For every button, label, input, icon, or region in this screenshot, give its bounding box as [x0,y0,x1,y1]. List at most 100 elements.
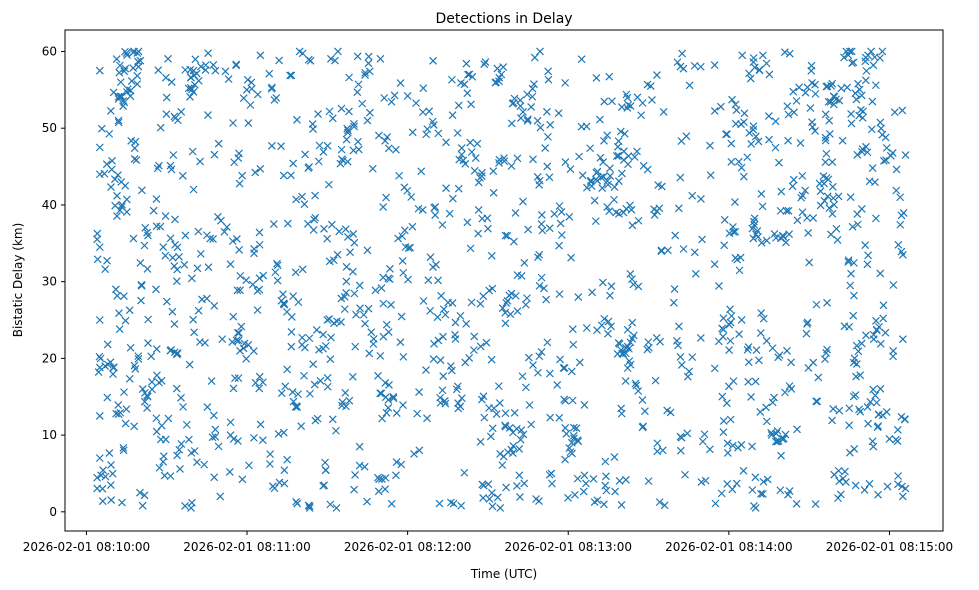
data-point [900,415,909,424]
data-point [598,184,607,192]
data-point [821,355,829,364]
data-point [301,150,309,159]
data-point [629,280,638,289]
data-point [231,374,239,383]
data-point [279,171,288,180]
x-tick-label: 2026-02-01 08:13:00 [505,540,632,554]
data-point [771,143,780,152]
data-point [137,186,146,195]
data-point [728,441,737,450]
data-point [242,354,251,363]
data-point [828,416,837,425]
data-point [374,487,383,496]
x-tick-label: 2026-02-01 08:15:00 [826,540,953,554]
data-point [595,115,604,124]
data-point [883,482,892,491]
data-point [206,234,215,243]
data-point [725,229,734,238]
data-point [255,372,264,381]
data-point [901,484,910,493]
data-point [823,82,832,91]
data-point [578,171,587,180]
data-point [515,471,524,480]
data-point [718,392,727,401]
data-point [399,401,407,409]
data-point [511,291,520,300]
data-point [392,458,401,467]
data-point [341,388,350,397]
data-point [749,234,758,243]
data-point [253,287,262,295]
data-point [114,401,123,409]
data-point [186,92,194,101]
data-point [714,281,723,290]
data-point [527,420,536,429]
data-point [204,49,213,58]
data-point [550,210,559,218]
data-point [378,414,386,423]
data-point [442,184,450,193]
data-point [355,281,364,290]
data-point [462,59,471,68]
data-point [371,286,380,295]
data-point [850,291,858,300]
data-point [356,304,364,313]
data-point [115,325,124,334]
data-point [533,173,542,181]
data-point [862,66,871,75]
data-point [755,356,763,365]
data-point [442,138,450,147]
data-point [519,108,527,116]
data-point [507,445,516,454]
data-point [467,298,476,307]
data-point [425,107,434,116]
data-point [600,97,609,106]
data-point [626,338,635,347]
data-point [129,234,138,243]
data-point [638,99,647,107]
data-point [525,401,534,409]
data-point [756,408,765,416]
data-point [95,352,104,361]
data-point [524,225,533,234]
data-point [280,479,289,488]
data-point [107,461,115,469]
data-point [309,360,318,369]
data-point [869,61,878,70]
data-point [228,237,237,246]
data-point [454,101,463,110]
data-point [634,282,643,291]
data-point [728,223,737,231]
data-point [361,319,369,328]
data-point [305,504,314,512]
data-point [479,481,488,490]
data-point [441,310,450,319]
data-point [805,258,814,267]
data-point [846,193,855,202]
data-point [121,181,130,190]
data-point [676,446,685,455]
data-point [287,71,296,80]
data-point [365,67,374,76]
data-point [599,500,608,509]
data-point [856,371,865,380]
data-point [882,143,891,152]
data-point [716,102,725,111]
data-point [190,328,199,337]
data-point [354,145,363,154]
data-point [493,64,502,73]
data-point [516,114,525,122]
data-point [350,120,358,128]
data-point [561,78,570,87]
data-point [596,153,605,162]
data-point [757,489,765,498]
data-point [535,352,544,361]
data-point [826,97,835,106]
data-point [436,398,445,407]
data-point [234,374,243,383]
data-point [520,479,529,488]
data-point [517,426,526,435]
data-point [116,206,124,215]
data-point [214,442,223,451]
data-point [876,384,885,393]
